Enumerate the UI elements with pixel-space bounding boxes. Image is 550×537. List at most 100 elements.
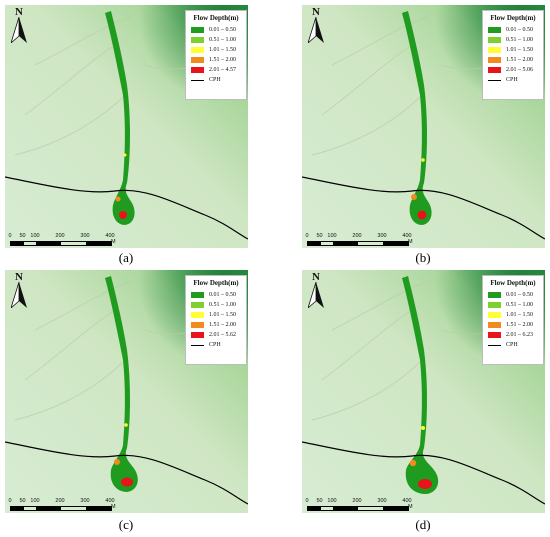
legend-item: 2.01 – 4.57 [186, 65, 246, 75]
scale-tick-label: 400 [402, 498, 412, 504]
legend-title: Flow Depth(m) [193, 14, 239, 22]
flow-hotspot [115, 196, 121, 202]
north-label: N [312, 271, 320, 283]
panel-caption-d: (d) [415, 517, 431, 532]
legend-label: 1.01 – 1.50 [506, 47, 533, 53]
legend-item-cph: CPH [483, 340, 543, 350]
legend: Flow Depth(m) 0.01 – 0.50 0.51 – 1.00 1.… [185, 10, 247, 100]
map-panel-a: N Flow Depth(m) 0.01 – 0.50 0.51 – 1.00 … [5, 5, 248, 248]
legend-item: 0.01 – 0.50 [483, 25, 543, 35]
cph-line [302, 441, 545, 505]
legend-label: 1.01 – 1.50 [209, 312, 236, 318]
legend-swatch [488, 322, 501, 328]
legend-swatch [488, 332, 501, 338]
scale-tick-label: 50 [19, 498, 26, 504]
flow-hotspot [121, 477, 133, 487]
flow-hotspot [421, 426, 425, 430]
scale-tick-label: 200 [352, 233, 362, 239]
scale-bar-graphic [10, 506, 112, 511]
legend-label: 2.01 – 5.62 [209, 332, 236, 338]
north-arrow-icon [308, 282, 324, 308]
legend: Flow Depth(m) 0.01 – 0.50 0.51 – 1.00 1.… [185, 275, 247, 365]
legend-swatch [488, 47, 501, 53]
scale-tick-label: 100 [327, 233, 337, 239]
legend-label: 0.51 – 1.00 [506, 302, 533, 308]
legend-item-cph: CPH [483, 75, 543, 85]
flow-area [105, 11, 135, 225]
north-arrow: N [9, 7, 29, 47]
legend-swatch [488, 67, 501, 73]
legend: Flow Depth(m) 0.01 – 0.50 0.51 – 1.00 1.… [482, 10, 544, 100]
scale-tick-label: 400 [402, 233, 412, 239]
flow-hotspot [411, 194, 417, 200]
legend-label: CPH [209, 342, 221, 348]
legend-title: Flow Depth(m) [490, 14, 536, 22]
flow-hotspot [418, 479, 432, 489]
scale-bar-graphic [307, 506, 409, 511]
legend-label: 0.01 – 0.50 [209, 27, 236, 33]
legend-item: 2.01 – 5.62 [186, 330, 246, 340]
legend-swatch [488, 292, 501, 298]
scale-tick-label: 50 [316, 498, 323, 504]
flow-hotspot [417, 210, 427, 220]
north-arrow: N [306, 7, 326, 47]
legend-line [488, 79, 501, 81]
legend-swatch [191, 67, 204, 73]
north-label: N [312, 6, 320, 18]
flow-hotspot [119, 211, 127, 219]
legend-label: 1.51 – 2.00 [209, 322, 236, 328]
cph-line [5, 441, 248, 505]
legend-item: 0.51 – 1.00 [483, 300, 543, 310]
legend-label: 2.01 – 6.23 [506, 332, 533, 338]
legend-swatch [191, 302, 204, 308]
scale-tick-label: 300 [80, 498, 90, 504]
flow-hotspot [123, 153, 127, 157]
legend: Flow Depth(m) 0.01 – 0.50 0.51 – 1.00 1.… [482, 275, 544, 365]
north-arrow: N [9, 272, 29, 312]
legend-item: 1.01 – 1.50 [186, 45, 246, 55]
legend-swatch [488, 312, 501, 318]
legend-label: CPH [506, 342, 518, 348]
legend-swatch [191, 322, 204, 328]
legend-item: 0.01 – 0.50 [186, 290, 246, 300]
scale-bar: 0 50 100 200 300 400 M [8, 233, 120, 248]
map-panel-b: N Flow Depth(m) 0.01 – 0.50 0.51 – 1.00 … [302, 5, 545, 248]
legend-line [191, 344, 204, 346]
legend-title: Flow Depth(m) [193, 279, 239, 287]
legend-item: 1.01 – 1.50 [483, 45, 543, 55]
legend-label: 0.51 – 1.00 [506, 37, 533, 43]
legend-label: 2.01 – 5.06 [506, 67, 533, 73]
legend-item: 0.01 – 0.50 [186, 25, 246, 35]
legend-swatch [191, 292, 204, 298]
scale-tick-label: 50 [19, 233, 26, 239]
scale-tick-label: 0 [305, 233, 309, 239]
legend-swatch [488, 27, 501, 33]
legend-swatch [191, 332, 204, 338]
legend-title: Flow Depth(m) [490, 279, 536, 287]
scale-tick-label: 200 [55, 498, 65, 504]
legend-label: 1.01 – 1.50 [506, 312, 533, 318]
legend-item: 0.51 – 1.00 [483, 35, 543, 45]
legend-label: CPH [209, 77, 221, 83]
scale-bar: 0 50 100 200 300 400 M [8, 498, 120, 513]
legend-label: 0.01 – 0.50 [209, 292, 236, 298]
scale-tick-label: 50 [316, 233, 323, 239]
flow-hotspot [409, 459, 417, 467]
legend-label: 2.01 – 4.57 [209, 67, 236, 73]
panel-caption-a: (a) [118, 250, 134, 265]
scale-tick-label: 0 [8, 498, 12, 504]
scale-bar: 0 50 100 200 300 400 M [305, 498, 417, 513]
legend-swatch [488, 57, 501, 63]
legend-label: 0.01 – 0.50 [506, 27, 533, 33]
cph-line [5, 176, 248, 240]
legend-label: 0.51 – 1.00 [209, 37, 236, 43]
scale-bar-graphic [10, 241, 112, 246]
legend-item: 1.01 – 1.50 [186, 310, 246, 320]
scale-unit: M [111, 504, 116, 510]
legend-label: CPH [506, 77, 518, 83]
scale-tick-label: 100 [30, 498, 40, 504]
legend-line [488, 344, 501, 346]
terrain-map [5, 270, 248, 513]
scale-bar: 0 50 100 200 300 400 M [305, 233, 417, 248]
legend-item: 1.51 – 2.00 [483, 55, 543, 65]
